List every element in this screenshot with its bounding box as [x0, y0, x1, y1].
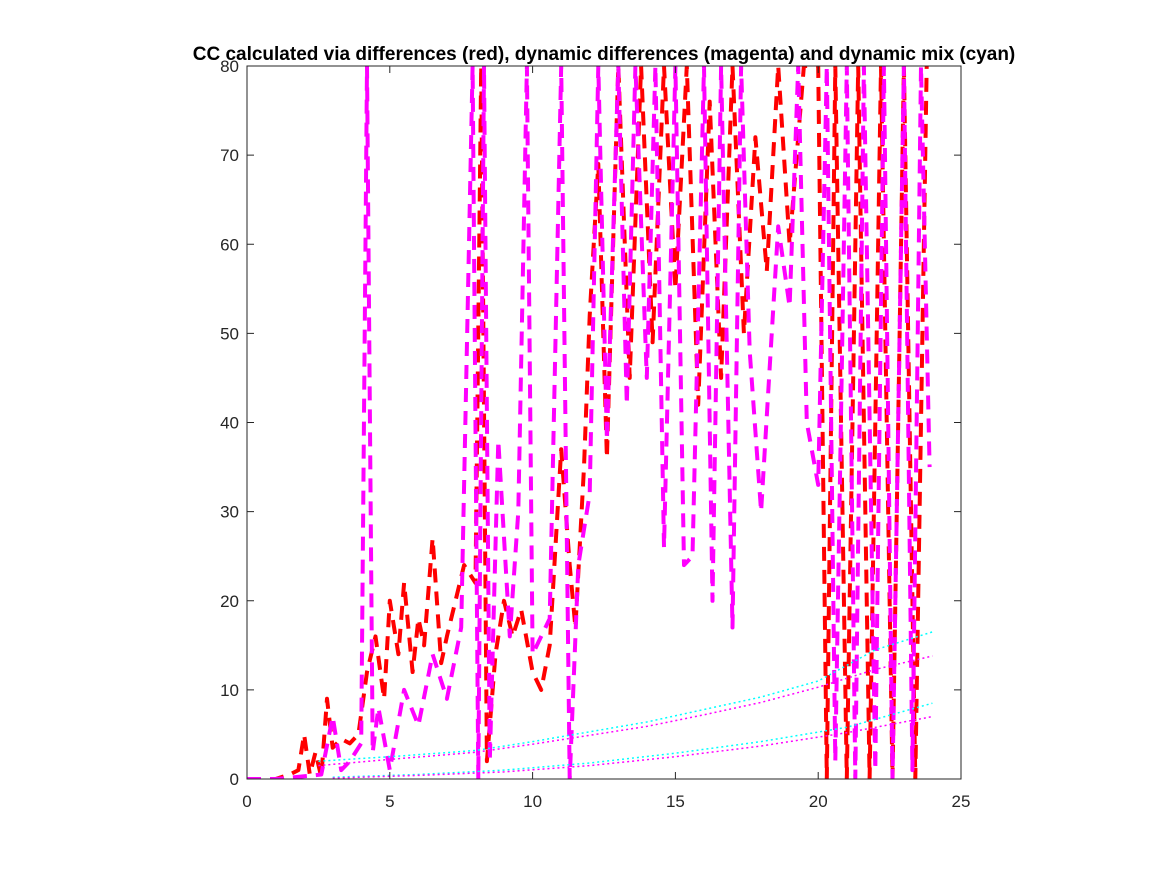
y-tick-label: 30 [220, 503, 239, 522]
x-tick-label: 25 [952, 792, 971, 811]
x-tick-label: 0 [242, 792, 251, 811]
y-tick-label: 60 [220, 235, 239, 254]
series-layer [247, 66, 933, 779]
x-tick-label: 20 [809, 792, 828, 811]
y-tick-label: 40 [220, 414, 239, 433]
series-line-0 [247, 66, 929, 779]
y-tick-label: 20 [220, 592, 239, 611]
y-tick-label: 0 [230, 770, 239, 789]
series-line-4 [332, 702, 933, 778]
y-tick-label: 10 [220, 681, 239, 700]
y-tick-label: 50 [220, 324, 239, 343]
plot-area: 0 5 10 15 20 25 0 10 20 30 40 50 60 70 80 [220, 57, 970, 811]
series-line-1 [247, 66, 932, 779]
y-tick-label: 70 [220, 146, 239, 165]
x-tick-label: 10 [523, 792, 542, 811]
series-line-5 [332, 715, 933, 779]
y-tick-label: 80 [220, 57, 239, 76]
chart-title: CC calculated via differences (red), dyn… [193, 44, 1016, 65]
x-axis: 0 5 10 15 20 25 [242, 66, 970, 811]
series-line-3 [318, 655, 933, 767]
series-line-2 [318, 631, 933, 762]
y-axis: 0 10 20 30 40 50 60 70 80 [220, 57, 961, 789]
x-tick-label: 5 [385, 792, 394, 811]
x-tick-label: 15 [666, 792, 685, 811]
